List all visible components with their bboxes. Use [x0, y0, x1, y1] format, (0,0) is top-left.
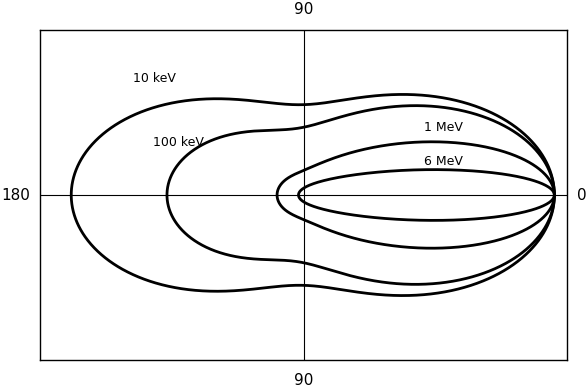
Text: 10 keV: 10 keV: [133, 72, 176, 85]
Text: 1 MeV: 1 MeV: [424, 121, 463, 134]
Text: 100 keV: 100 keV: [153, 136, 204, 149]
Text: 6 MeV: 6 MeV: [424, 155, 463, 168]
Text: 90: 90: [294, 374, 313, 388]
Text: 90: 90: [294, 2, 313, 16]
Text: 0: 0: [577, 188, 587, 202]
Text: 180: 180: [1, 188, 31, 202]
